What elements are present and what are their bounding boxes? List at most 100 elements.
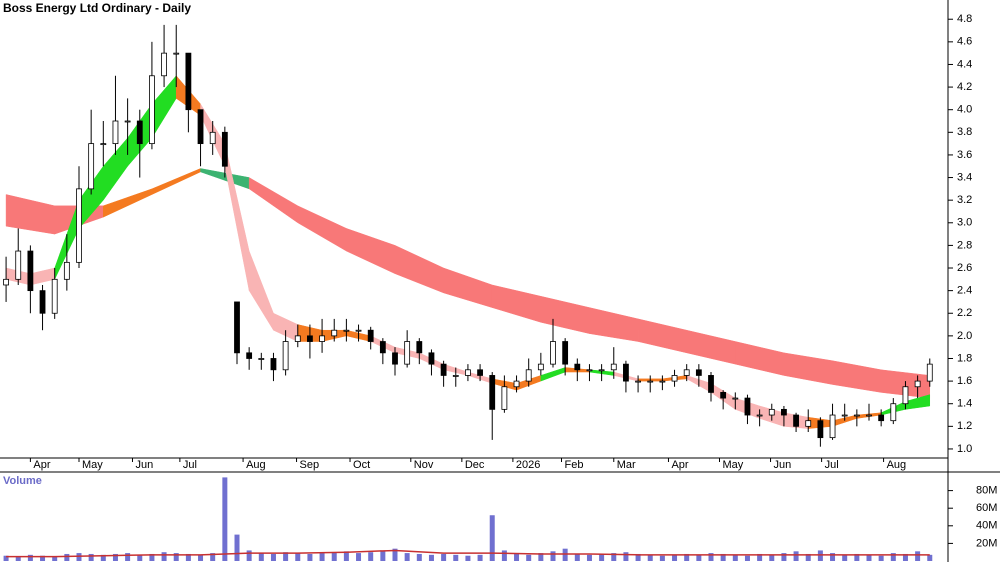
volume-bar: [392, 548, 398, 561]
candle-body: [440, 363, 447, 376]
volume-bar: [428, 554, 434, 561]
x-tick-label: May: [82, 459, 103, 471]
volume-bar: [744, 555, 750, 561]
volume-bar: [757, 553, 763, 561]
candle-body: [914, 380, 921, 388]
y-tick-label: 1.6: [957, 375, 972, 387]
candle-body: [537, 363, 544, 371]
x-tick-label: Jul: [183, 459, 197, 471]
y-tick-label: 1.0: [957, 443, 972, 455]
volume-bar: [708, 553, 714, 561]
volume-bar: [234, 534, 240, 561]
candle-body: [926, 363, 933, 382]
candle-body: [841, 414, 848, 417]
candle-body: [671, 375, 678, 382]
candle-body: [282, 341, 289, 371]
volume-bar: [270, 553, 276, 561]
x-tick-label: Jul: [825, 459, 839, 471]
candle-body: [246, 352, 253, 359]
volume-bar: [64, 553, 70, 561]
candle-body: [27, 250, 34, 292]
y-tick-label: 1.8: [957, 352, 972, 364]
x-tick-label: Jun: [774, 459, 792, 471]
chart-title: Boss Energy Ltd Ordinary - Daily: [3, 1, 191, 15]
y-tick-label: 2.2: [957, 307, 972, 319]
candle-body: [428, 352, 435, 365]
candle-body: [793, 414, 799, 427]
volume-bar: [878, 555, 884, 561]
volume-bar: [866, 554, 872, 561]
volume-bar: [161, 552, 167, 561]
candle-body: [465, 369, 471, 376]
candle-body: [853, 414, 860, 417]
candle-body: [88, 143, 95, 190]
candle-body: [112, 120, 119, 145]
volume-bar: [100, 554, 106, 561]
candle-body: [367, 329, 374, 342]
candle-body: [416, 341, 423, 354]
volume-bar: [173, 553, 179, 561]
volume-bar: [514, 553, 520, 561]
volume-bar: [112, 553, 118, 561]
volume-bar: [3, 555, 9, 561]
candle-body: [76, 188, 82, 263]
volume-bar: [586, 554, 592, 561]
candle-body: [221, 131, 228, 167]
x-tick-label: 2026: [516, 459, 540, 471]
candle-body: [720, 392, 727, 399]
volume-bar: [732, 554, 738, 561]
volume-bar: [307, 553, 313, 561]
volume-bar: [404, 553, 410, 561]
y-tick-label: 4.0: [957, 104, 972, 116]
volume-bar: [343, 551, 349, 561]
volume-bar: [623, 552, 629, 561]
candle-body: [307, 335, 313, 342]
volume-bar: [283, 552, 289, 561]
candle-body: [452, 375, 459, 377]
volume-bar: [817, 550, 823, 561]
volume-bar: [902, 553, 908, 561]
volume-bar: [331, 552, 337, 561]
candle-body: [197, 109, 204, 145]
candle-body: [878, 414, 885, 422]
candle-body: [161, 52, 167, 77]
candle-body: [63, 261, 70, 280]
x-tick-label: Oct: [353, 459, 370, 471]
volume-bar: [611, 553, 617, 561]
volume-bar: [52, 556, 58, 561]
volume-bar: [15, 556, 21, 561]
candle-body: [477, 369, 483, 376]
volume-title: Volume: [3, 475, 42, 487]
x-tick-label: Nov: [414, 459, 434, 471]
candle-body: [574, 363, 581, 371]
volume-bar: [416, 553, 422, 561]
volume-bar: [441, 553, 447, 561]
candle-body: [525, 369, 532, 382]
volume-bar: [659, 555, 665, 561]
candle-body: [781, 408, 787, 416]
candle-body: [623, 363, 629, 382]
volume-bar: [88, 553, 94, 561]
candle-body: [234, 301, 240, 354]
candle-body: [829, 414, 836, 439]
volume-bar: [489, 515, 495, 561]
y-tick-label: 60M: [976, 502, 997, 514]
volume-bar: [574, 553, 580, 561]
volume-bar: [137, 554, 143, 561]
candle-body: [635, 380, 641, 383]
volume-bar: [319, 553, 325, 561]
volume-bar: [198, 554, 204, 561]
candle-body: [209, 131, 216, 145]
volume-bar: [465, 555, 471, 561]
volume-bar: [526, 554, 532, 561]
volume-bar: [453, 554, 459, 561]
x-tick-label: Feb: [565, 459, 584, 471]
candle-body: [124, 120, 131, 123]
volume-bar: [538, 553, 544, 561]
y-tick-label: 1.4: [957, 398, 972, 410]
y-tick-label: 3.8: [957, 126, 972, 138]
volume-bar: [210, 553, 216, 561]
volume-bar: [672, 554, 678, 561]
volume-bar: [125, 553, 131, 561]
volume-bar: [356, 553, 362, 561]
